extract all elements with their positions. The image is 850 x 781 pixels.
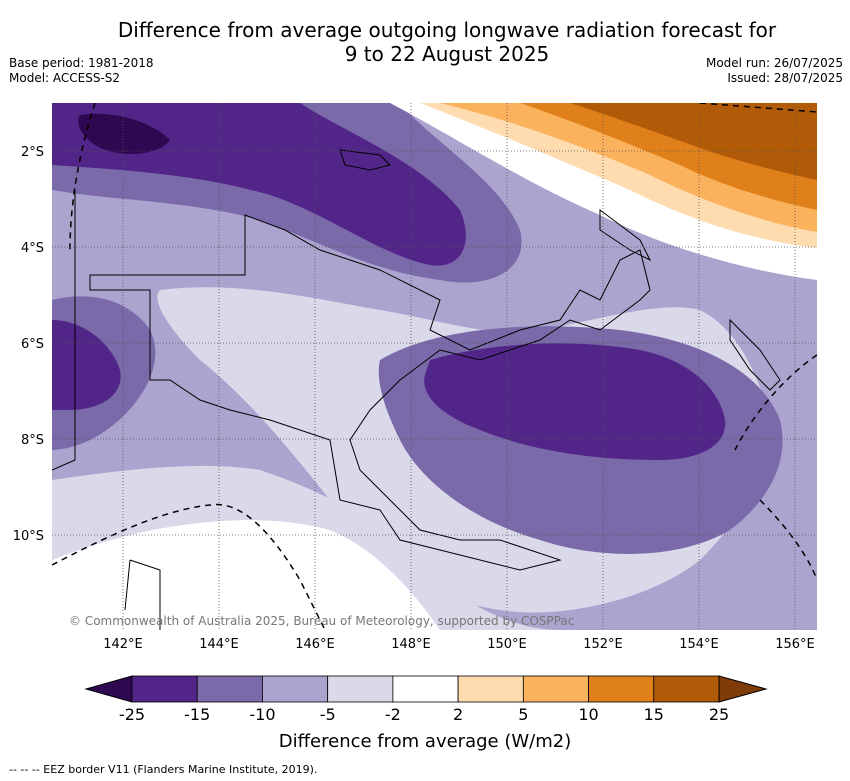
new-ireland-coast [599,209,652,262]
colorbar-under-arrow [84,675,133,703]
lat-label-10s: 10°S [13,529,44,544]
colorbar-tick-label: -2 [385,705,401,724]
lon-label-148e: 148°E [391,637,431,652]
copyright-notice: © Commonwealth of Australia 2025, Bureau… [69,614,575,628]
lat-label-8s: 8°S [21,433,44,448]
lat-label-6s: 6°S [21,337,44,352]
colorbar-segment [588,675,655,703]
model-name: Model: ACCESS-S2 [9,71,121,85]
base-period: Base period: 1981-2018 [9,56,154,70]
eez-south [52,503,326,630]
colorbar-tick-label: 25 [709,705,729,724]
colorbar [84,675,768,703]
anomaly-strong-west [52,320,121,410]
bougainville-coast [729,318,781,391]
colorbar-segment [392,675,459,703]
colorbar-tick-label: 15 [644,705,664,724]
eez-borders [52,103,817,630]
model-run: Model run: 26/07/2025 [705,56,843,70]
map-title: Difference from average outgoing longwav… [0,18,850,66]
colorbar-tick-label: 10 [578,705,598,724]
colorbar-tick-label: 5 [518,705,528,724]
colorbar-segment [653,675,720,703]
colorbar-title: Difference from average (W/m2) [279,731,571,752]
colorbar-tick-labels: -25 -15 -10 -5 -2 2 5 10 15 25 [119,705,729,724]
anomaly-strong-east [424,343,726,460]
colorbar-tick-label: -10 [249,705,275,724]
colorbar-segment [196,675,263,703]
gridlines [52,103,817,630]
lon-label-150e: 150°E [487,637,527,652]
eez-footnote: -- -- -- EEZ border V11 (Flanders Marine… [9,763,318,776]
title-line-1: Difference from average outgoing longwav… [117,18,777,42]
latitude-labels: 2°S 4°S 6°S 8°S 10°S [13,145,44,544]
title-line-2: 9 to 22 August 2025 [344,42,550,66]
eez-northeast [699,103,817,113]
colorbar-tick-label: -5 [320,705,336,724]
anomaly-extreme-north [78,113,170,155]
anomaly-neutral-southwest [52,520,440,630]
colorbar-segment [131,675,198,703]
coastlines [52,149,781,630]
colorbar-segment [457,675,524,703]
longitude-labels: 142°E 144°E 146°E 148°E 150°E 152°E 154°… [103,637,815,652]
lon-label-146e: 146°E [295,637,335,652]
lat-label-2s: 2°S [21,145,44,160]
anomaly-strong-positive [570,103,817,180]
border-west [52,190,76,471]
lat-label-4s: 4°S [21,241,44,256]
lon-label-142e: 142°E [103,637,143,652]
colorbar-segment [522,675,589,703]
manus-coast [339,149,391,171]
eez-east [734,354,817,581]
lon-label-154e: 154°E [679,637,719,652]
colorbar-segment [327,675,394,703]
lon-label-144e: 144°E [199,637,239,652]
colorbar-segment [262,675,329,703]
colorbar-tick-label: -25 [119,705,145,724]
meta-right: Model run: 26/07/2025 Issued: 28/07/2025 [706,56,843,86]
issued-date: Issued: 28/07/2025 [727,71,843,85]
anomaly-weak-south [52,465,560,630]
new-guinea-coast [89,214,651,571]
meta-left: Base period: 1981-2018 Model: ACCESS-S2 [9,56,154,86]
colorbar-tick-label: 2 [453,705,463,724]
eez-northwest [69,103,96,251]
colorbar-tick-label: -15 [184,705,210,724]
colorbar-over-arrow [718,675,768,703]
lon-label-152e: 152°E [583,637,623,652]
lon-label-156e: 156°E [775,637,815,652]
cape-york-coast [124,559,161,630]
map-panel [52,103,817,630]
